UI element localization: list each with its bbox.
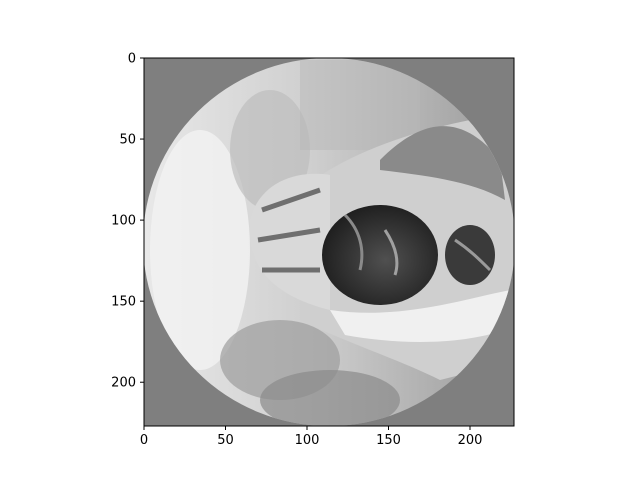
y-tick-label: 100: [111, 214, 136, 229]
masked-photo: [144, 58, 514, 426]
x-tick-label: 50: [217, 433, 234, 448]
x-tick-label: 150: [376, 433, 401, 448]
x-tick-label: 200: [458, 433, 483, 448]
y-tick-label: 150: [111, 295, 136, 310]
x-tick-label: 100: [295, 433, 320, 448]
y-axis: 0 50 100 150 200: [111, 52, 144, 391]
axes-frame: [143, 57, 515, 427]
x-axis: 0 50 100 150 200: [140, 426, 483, 448]
y-tick-label: 200: [111, 376, 136, 391]
y-tick-label: 50: [119, 133, 136, 148]
y-tick-label: 0: [128, 52, 136, 67]
x-tick-label: 0: [140, 433, 148, 448]
face-region: [322, 205, 438, 305]
plot-area: [144, 58, 514, 426]
